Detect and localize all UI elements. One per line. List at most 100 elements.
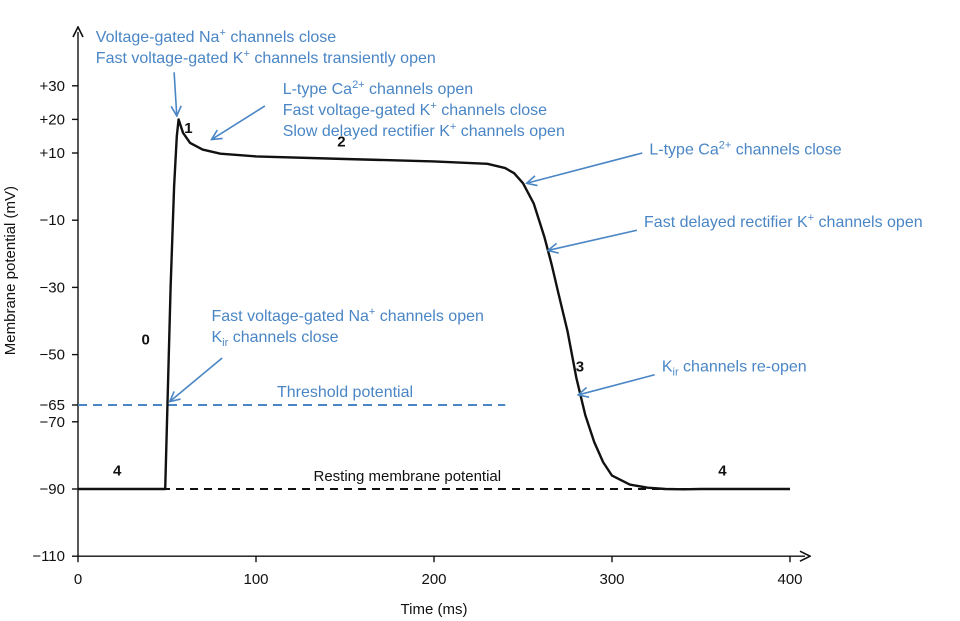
y-tick: −70 [40, 414, 78, 431]
y-tick-label: +20 [40, 111, 65, 128]
annotation-line: Fast delayed rectifier K+ channels open [644, 212, 923, 231]
annotation-text: Fast voltage-gated Na [212, 308, 370, 325]
action-potential-line [78, 118, 790, 491]
annotation-text: L-type Ca [649, 142, 718, 159]
annotation-arrow [527, 152, 643, 183]
x-tick: 400 [777, 556, 803, 588]
annotation-text: ir [222, 337, 228, 349]
phase-label: 3 [576, 358, 584, 375]
annotation-arrow [578, 373, 655, 395]
annotation-text: channels open [456, 123, 565, 140]
annotation-line: Fast voltage-gated Na+ channels open [212, 306, 484, 325]
annotation-arrow [174, 72, 177, 116]
y-tick: −65 [40, 397, 78, 414]
x-tick: 100 [243, 556, 269, 588]
annotation-text: channels close [731, 142, 841, 159]
phase-label: 4 [113, 463, 122, 480]
phase-label: 0 [141, 332, 149, 349]
y-axis-label: Membrane potential (mV) [2, 186, 19, 355]
y-tick-label: −65 [40, 397, 65, 414]
annotation-text: 2+ [352, 79, 365, 91]
annotation-text: Fast voltage-gated K [283, 102, 431, 119]
x-axis-label: Time (ms) [401, 601, 468, 618]
annotation-text: + [369, 306, 375, 318]
series-layer [78, 118, 790, 491]
annotation-text: channels close [228, 329, 338, 346]
x-tick-label: 200 [421, 571, 446, 588]
annotation-text: channels transiently open [250, 50, 436, 67]
annotation-line: L-type Ca2+ channels open [283, 79, 473, 98]
reference-lines: Threshold potential Resting membrane pote… [78, 384, 790, 490]
y-tick: −30 [40, 279, 78, 296]
y-tick-label: −90 [40, 481, 65, 498]
y-tick-label: +30 [40, 78, 65, 95]
annotation-text: channels open [365, 81, 474, 98]
annotation: Fast delayed rectifier K+ channels open K… [548, 212, 923, 395]
annotation-text: channels open [375, 308, 484, 325]
annotation-text: + [219, 27, 225, 39]
annotation-text: K [212, 329, 223, 346]
phase-label: 1 [184, 120, 192, 137]
y-tick-label: −10 [40, 212, 65, 229]
annotation-line: Fast voltage-gated K+ channels transient… [96, 48, 436, 67]
x-tick: 0 [74, 556, 82, 588]
x-tick-label: 300 [599, 571, 624, 588]
annotation-line: Kir channels re-open [662, 358, 807, 378]
y-tick: +30 [40, 78, 78, 95]
annotation-text: + [243, 48, 249, 60]
y-tick: −50 [40, 347, 78, 364]
annotation: L-type Ca2+ channels close [527, 140, 842, 184]
annotation-line: L-type Ca2+ channels close [649, 140, 841, 159]
annotation-text: channels re-open [679, 358, 807, 375]
x-tick: 300 [599, 556, 625, 588]
annotation-text: channels close [437, 102, 547, 119]
annotation-text: 2+ [719, 140, 732, 152]
phase-label: 4 [718, 463, 727, 480]
annotation-text: ir [673, 366, 679, 378]
annotation-text: Fast delayed rectifier K [644, 214, 808, 231]
annotation-line: Kir channels close [212, 329, 339, 349]
annotation-arrow [170, 357, 223, 402]
annotation-line: Slow delayed rectifier K+ channels open [283, 121, 565, 140]
y-tick: +10 [40, 145, 78, 162]
y-tick-label: −50 [40, 347, 65, 364]
y-tick: +20 [40, 111, 78, 128]
annotation-text: + [808, 212, 814, 224]
annotation: Fast voltage-gated Na+ channels open Kir … [170, 306, 484, 402]
annotation-text: channels close [226, 29, 336, 46]
y-axis-ticks: +30 +20 +10 −10 −30 −50 −65−70 −90 −110 [32, 78, 78, 565]
annotation-text: + [430, 100, 436, 112]
annotation-text: channels open [814, 214, 923, 231]
y-tick: −10 [40, 212, 78, 229]
y-tick: −90 [40, 481, 78, 498]
annotation-arrow [212, 105, 266, 140]
y-tick-label: −30 [40, 279, 65, 296]
x-tick-label: 400 [777, 571, 802, 588]
annotation-text: + [450, 121, 456, 133]
y-tick: −110 [32, 548, 78, 565]
annotation-text: K [662, 358, 673, 375]
resting-potential-line: Resting membrane potential [78, 468, 790, 490]
reference-line-label: Resting membrane potential [313, 468, 501, 485]
phase-labels: 0 1 2 3 4 4 [113, 120, 727, 480]
threshold-line: Threshold potential [78, 384, 506, 406]
annotation-text: Fast voltage-gated K [96, 50, 244, 67]
x-tick-label: 100 [243, 571, 268, 588]
annotation: L-type Ca2+ channels open Fast voltage-ga… [212, 79, 565, 140]
y-tick-label: −110 [32, 548, 65, 565]
x-axis-ticks: 0 100 200 300 400 [74, 556, 803, 588]
phase-label: 2 [337, 133, 345, 150]
annotation-text: Voltage-gated Na [96, 29, 220, 46]
y-tick-label: −70 [40, 414, 65, 431]
y-tick-label: +10 [40, 145, 65, 162]
reference-line-label: Threshold potential [277, 384, 413, 401]
x-tick: 200 [421, 556, 447, 588]
annotation-text: L-type Ca [283, 81, 352, 98]
annotation-line: Voltage-gated Na+ channels close [96, 27, 336, 46]
annotation-text: Slow delayed rectifier K [283, 123, 451, 140]
annotation-line: Fast voltage-gated K+ channels close [283, 100, 547, 119]
annotation-arrow [548, 229, 638, 250]
